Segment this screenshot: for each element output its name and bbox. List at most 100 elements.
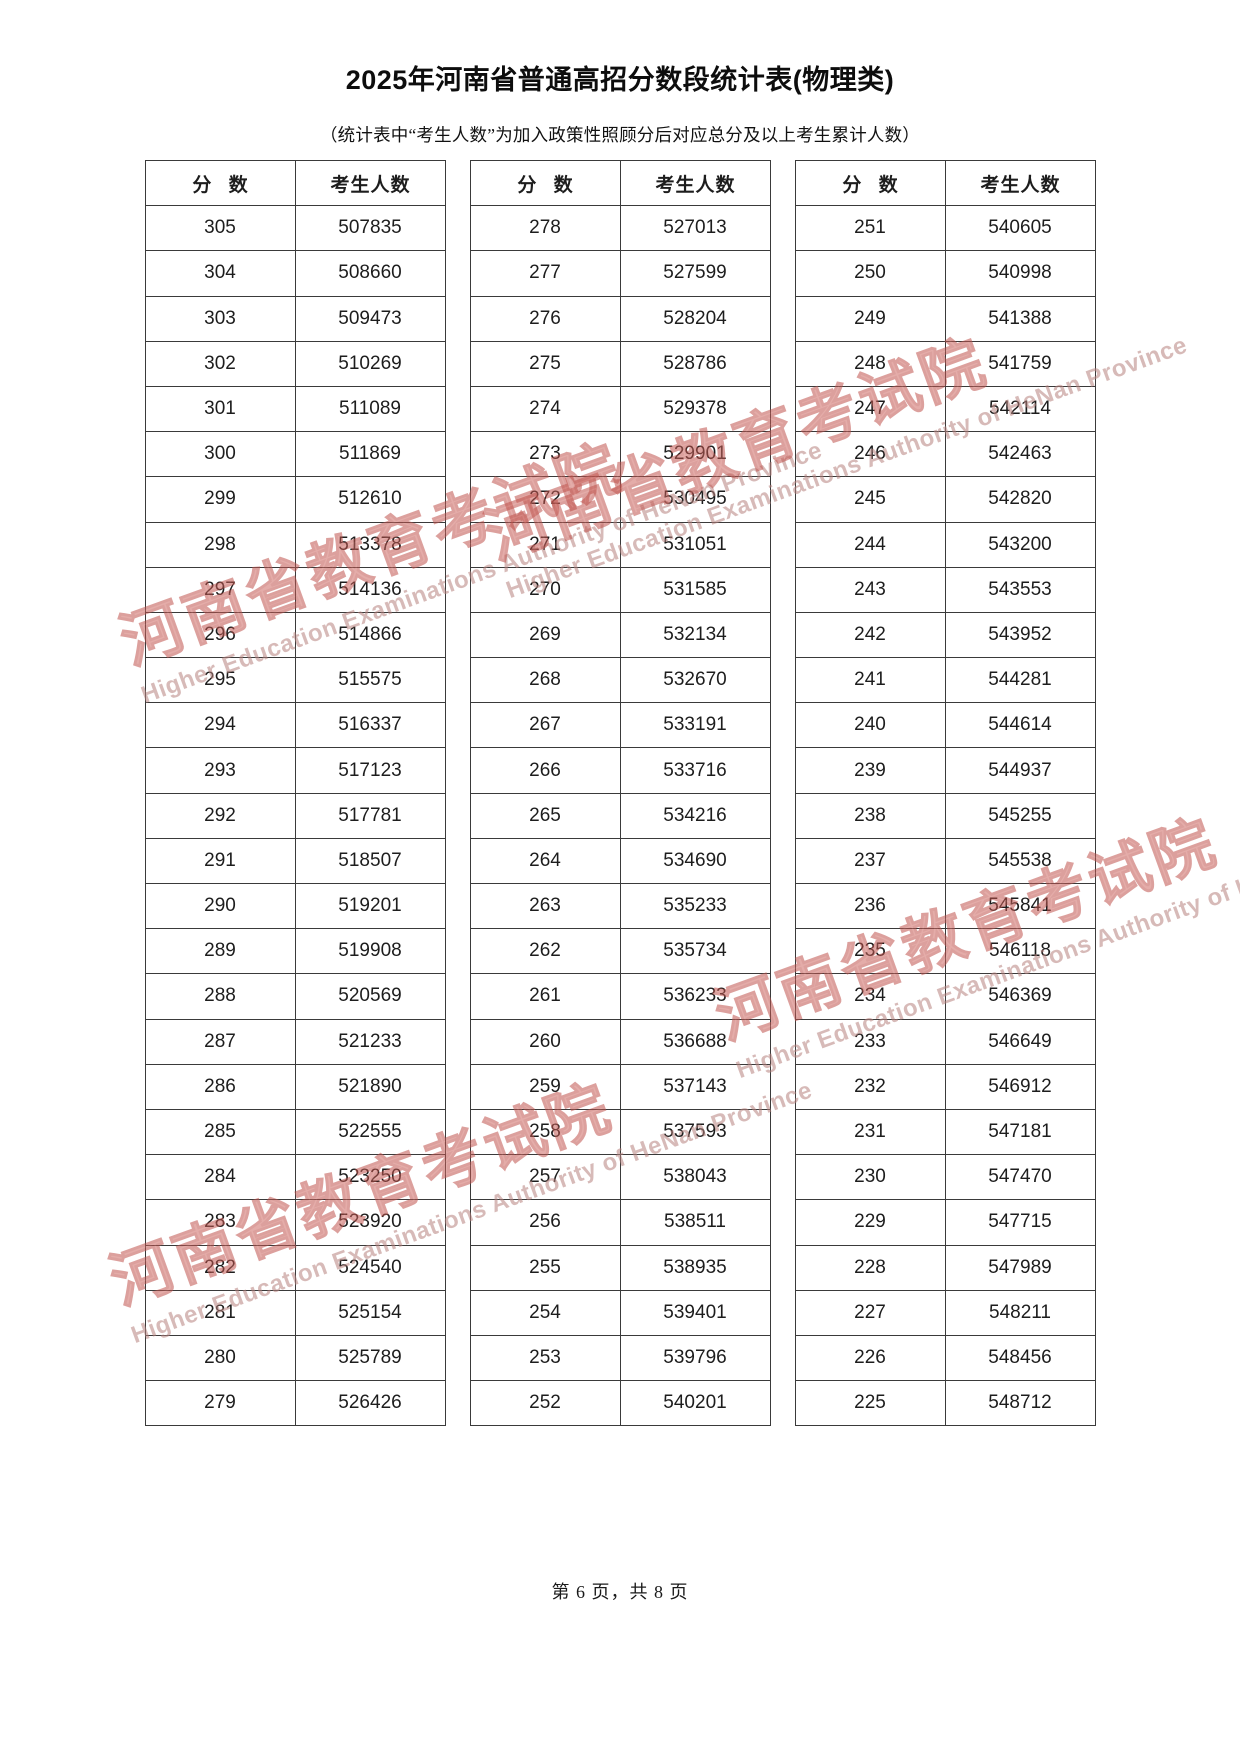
cell-count: 537593 — [619, 1108, 771, 1156]
cell-count: 517781 — [294, 792, 446, 839]
table-row: 235 546118 — [794, 928, 1096, 975]
table-row: 264 534690 — [469, 837, 771, 885]
cell-score: 264 — [469, 837, 621, 885]
score-table-panel-0: 分 数 考生人数 305 507835 304 508660 303 509473 302 5… — [144, 159, 446, 1427]
cell-score: 252 — [469, 1380, 621, 1427]
column-header-count: 考生人数 — [944, 159, 1096, 207]
cell-score: 281 — [144, 1289, 296, 1336]
cell-count: 545255 — [944, 792, 1096, 839]
cell-count: 534216 — [619, 792, 771, 839]
cell-score: 279 — [144, 1380, 296, 1427]
table-row: 234 546369 — [794, 973, 1096, 1020]
cell-count: 542463 — [944, 431, 1096, 478]
cell-count: 547989 — [944, 1244, 1096, 1291]
cell-count: 510269 — [294, 340, 446, 387]
table-row: 230 547470 — [794, 1154, 1096, 1201]
cell-score: 233 — [794, 1018, 946, 1065]
cell-count: 519908 — [294, 928, 446, 975]
cell-count: 543200 — [944, 521, 1096, 568]
cell-count: 532134 — [619, 611, 771, 659]
cell-score: 286 — [144, 1063, 296, 1110]
table-row: 282 524540 — [144, 1244, 446, 1291]
table-row: 294 516337 — [144, 702, 446, 749]
cell-count: 532670 — [619, 657, 771, 704]
cell-count: 535734 — [619, 928, 771, 975]
score-table-panel-1: 分 数 考生人数 278 527013 277 527599 276 528204 275 5… — [469, 159, 771, 1427]
cell-score: 251 — [794, 205, 946, 252]
table-row: 281 525154 — [144, 1289, 446, 1336]
table-row: 266 533716 — [469, 747, 771, 794]
cell-count: 512610 — [294, 476, 446, 523]
table-row: 271 531051 — [469, 521, 771, 568]
table-row: 232 546912 — [794, 1063, 1096, 1110]
cell-score: 304 — [144, 250, 296, 297]
cell-count: 513378 — [294, 521, 446, 568]
table-row: 239 544937 — [794, 747, 1096, 794]
table-row: 237 545538 — [794, 837, 1096, 885]
cell-count: 525154 — [294, 1289, 446, 1336]
cell-score: 285 — [144, 1108, 296, 1156]
table-row: 252 540201 — [469, 1380, 771, 1427]
cell-score: 245 — [794, 476, 946, 523]
cell-count: 547715 — [944, 1199, 1096, 1246]
table-row: 305 507835 — [144, 205, 446, 252]
cell-count: 536688 — [619, 1018, 771, 1065]
cell-count: 531585 — [619, 566, 771, 613]
cell-count: 518507 — [294, 837, 446, 885]
cell-score: 269 — [469, 611, 621, 659]
table-row: 284 523250 — [144, 1154, 446, 1201]
table-row: 302 510269 — [144, 340, 446, 387]
cell-score: 241 — [794, 657, 946, 704]
cell-score: 294 — [144, 702, 296, 749]
cell-count: 527599 — [619, 250, 771, 297]
table-row: 250 540998 — [794, 250, 1096, 297]
cell-count: 534690 — [619, 837, 771, 885]
cell-count: 546118 — [944, 928, 1096, 975]
table-row: 254 539401 — [469, 1289, 771, 1336]
cell-count: 543952 — [944, 611, 1096, 659]
cell-count: 523920 — [294, 1199, 446, 1246]
table-row: 278 527013 — [469, 205, 771, 252]
cell-count: 539796 — [619, 1334, 771, 1382]
cell-count: 521233 — [294, 1018, 446, 1065]
cell-score: 253 — [469, 1334, 621, 1382]
table-row: 275 528786 — [469, 340, 771, 387]
table-row: 238 545255 — [794, 792, 1096, 839]
cell-count: 547470 — [944, 1154, 1096, 1201]
table-row: 267 533191 — [469, 702, 771, 749]
cell-score: 247 — [794, 385, 946, 433]
table-row: 227 548211 — [794, 1289, 1096, 1336]
table-row: 288 520569 — [144, 973, 446, 1020]
cell-score: 272 — [469, 476, 621, 523]
score-table-panel-2: 分 数 考生人数 251 540605 250 540998 249 541388 248 5… — [794, 159, 1096, 1427]
table-row: 272 530495 — [469, 476, 771, 523]
cell-score: 230 — [794, 1154, 946, 1201]
table-row: 265 534216 — [469, 792, 771, 839]
column-header-score: 分 数 — [144, 159, 296, 207]
column-header-score: 分 数 — [794, 159, 946, 207]
cell-count: 535233 — [619, 882, 771, 930]
cell-count: 516337 — [294, 702, 446, 749]
cell-count: 526426 — [294, 1380, 446, 1427]
table-row: 236 545841 — [794, 882, 1096, 930]
cell-count: 538935 — [619, 1244, 771, 1291]
page-footer: 第 6 页，共 8 页 — [551, 1582, 689, 1602]
table-row: 258 537593 — [469, 1108, 771, 1156]
table-row: 242 543952 — [794, 611, 1096, 659]
cell-count: 546369 — [944, 973, 1096, 1020]
cell-score: 254 — [469, 1289, 621, 1336]
cell-count: 548712 — [944, 1380, 1096, 1427]
cell-count: 547181 — [944, 1108, 1096, 1156]
cell-score: 289 — [144, 928, 296, 975]
column-header-count: 考生人数 — [294, 159, 446, 207]
table-row: 301 511089 — [144, 385, 446, 433]
table-row: 259 537143 — [469, 1063, 771, 1110]
cell-score: 235 — [794, 928, 946, 975]
cell-count: 517123 — [294, 747, 446, 794]
cell-score: 257 — [469, 1154, 621, 1201]
cell-count: 545841 — [944, 882, 1096, 930]
cell-count: 533191 — [619, 702, 771, 749]
column-header-score: 分 数 — [469, 159, 621, 207]
cell-score: 267 — [469, 702, 621, 749]
